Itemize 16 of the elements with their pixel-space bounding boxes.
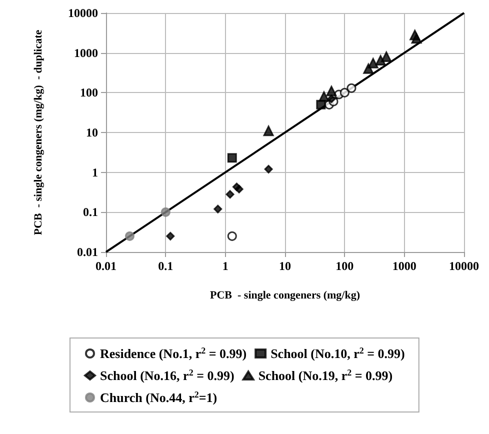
y-tick-label: 0.1 — [83, 205, 98, 220]
x-tick-label: 0.1 — [158, 259, 174, 273]
y-tick-label: 0.01 — [77, 245, 98, 259]
x-tick-label: 1000 — [392, 259, 416, 273]
x-axis-title: PCB - single congeners (mg/kg) — [210, 290, 360, 302]
y-tick-label: 10 — [86, 126, 98, 140]
x-tick-label: 0.01 — [96, 259, 116, 273]
x-tick-label: 10000 — [449, 259, 479, 273]
y-tick-label: 1000 — [74, 46, 98, 60]
y-tick-label: 10000 — [68, 6, 98, 20]
x-tick-label: 10 — [279, 259, 291, 273]
y-axis-title: PCB - single congeners (mg/kg) - duplicate — [32, 30, 44, 236]
y-tick-label: 100 — [80, 86, 98, 100]
x-tick-label: 100 — [336, 259, 354, 273]
y-tick-label: 1 — [92, 165, 98, 180]
x-tick-label: 1 — [222, 259, 228, 273]
